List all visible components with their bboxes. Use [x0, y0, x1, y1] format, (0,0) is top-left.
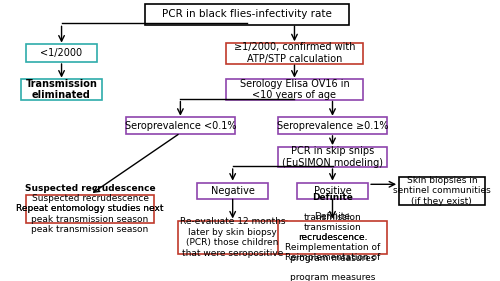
Text: Seroprevalence ≥0.1%: Seroprevalence ≥0.1% — [277, 121, 388, 131]
FancyBboxPatch shape — [197, 183, 268, 199]
Text: Suspected recrudescence
Repeat entomology studies next
peak transmission season: Suspected recrudescence Repeat entomolog… — [16, 194, 164, 224]
FancyBboxPatch shape — [278, 147, 387, 167]
Text: Suspected recrudescence: Suspected recrudescence — [25, 184, 156, 193]
Text: Positive: Positive — [314, 186, 352, 196]
Text: Reimplementation of: Reimplementation of — [285, 253, 380, 262]
Text: Serology Elisa OV16 in
<10 years of age: Serology Elisa OV16 in <10 years of age — [240, 79, 350, 100]
FancyBboxPatch shape — [26, 44, 97, 62]
Text: Seroprevalence <0.1%: Seroprevalence <0.1% — [124, 121, 236, 131]
FancyBboxPatch shape — [144, 4, 349, 25]
Text: ≥1/2000, confirmed with
ATP/STP calculation: ≥1/2000, confirmed with ATP/STP calculat… — [234, 42, 355, 64]
FancyBboxPatch shape — [297, 183, 368, 199]
FancyBboxPatch shape — [21, 79, 102, 100]
FancyBboxPatch shape — [399, 176, 484, 205]
Text: program measures: program measures — [290, 273, 375, 281]
Text: Transmission
eliminated: Transmission eliminated — [26, 79, 98, 100]
Text: PCR in skip snips
(EuSIMON modeling): PCR in skip snips (EuSIMON modeling) — [282, 146, 383, 168]
Text: Repeat entomology studies next: Repeat entomology studies next — [16, 205, 164, 214]
Text: transmission: transmission — [304, 213, 362, 222]
Text: Re-evaluate 12 months
later by skin biopsy
(PCR) those children
that were seropo: Re-evaluate 12 months later by skin biop… — [180, 217, 286, 258]
Text: Skin biopsies in
sentinel communities
(if they exist): Skin biopsies in sentinel communities (i… — [393, 176, 490, 206]
Text: peak transmission season: peak transmission season — [32, 225, 148, 234]
FancyBboxPatch shape — [126, 117, 235, 134]
Text: Negative: Negative — [210, 186, 254, 196]
Text: Definite: Definite — [312, 192, 353, 201]
Text: recrudescence.: recrudescence. — [298, 233, 367, 242]
FancyBboxPatch shape — [226, 79, 364, 100]
FancyBboxPatch shape — [26, 195, 154, 223]
FancyBboxPatch shape — [178, 221, 288, 254]
Text: <1/2000: <1/2000 — [40, 48, 82, 58]
Text: PCR in black flies-infectivity rate: PCR in black flies-infectivity rate — [162, 9, 332, 19]
Text: Definite
transmission
recrudescence.
Reimplementation of
program measures: Definite transmission recrudescence. Rei… — [285, 212, 380, 263]
FancyBboxPatch shape — [278, 117, 387, 134]
FancyBboxPatch shape — [226, 43, 364, 64]
FancyBboxPatch shape — [278, 221, 387, 254]
